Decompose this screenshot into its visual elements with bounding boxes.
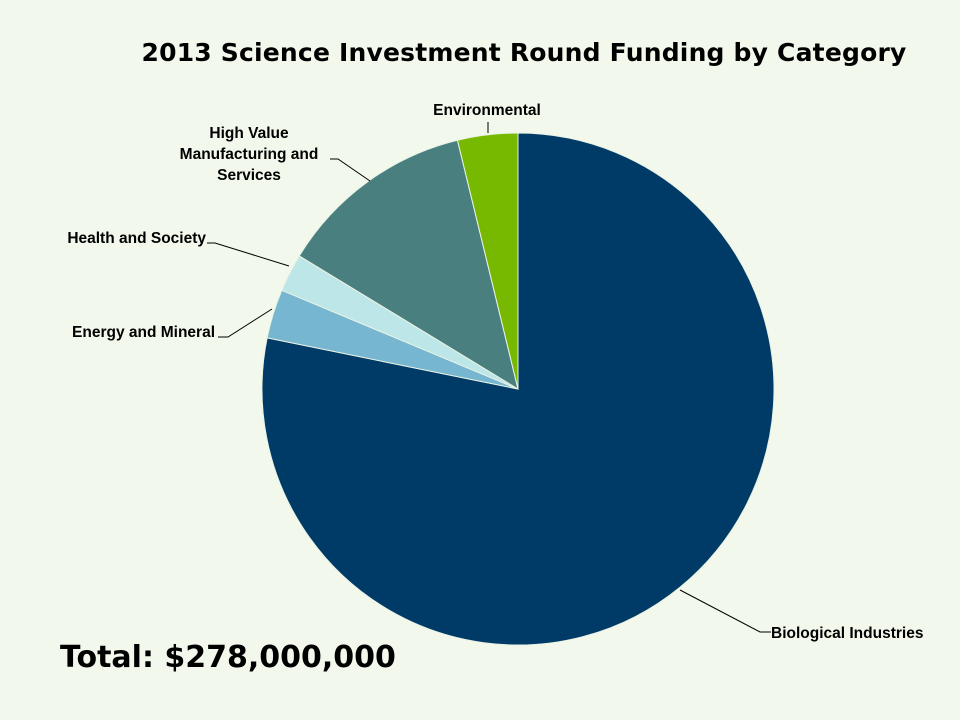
slice-label: High Value Manufacturing and Services — [180, 125, 319, 184]
slice-label: Environmental — [433, 102, 541, 119]
pie-slice-biological-industries — [261, 132, 775, 646]
chart-title: 2013 Science Investment Round Funding by… — [141, 38, 907, 67]
slice-label: Biological Industries — [771, 625, 923, 642]
slice-label: Energy and Mineral — [72, 324, 215, 341]
leader-line — [330, 158, 371, 182]
slice-label: Health and Society — [67, 230, 206, 247]
leader-line — [207, 242, 290, 267]
total-label: Total: $278,000,000 — [60, 640, 396, 675]
leader-line — [218, 308, 273, 338]
leader-line — [679, 589, 771, 633]
pie-slice-environmental — [456, 132, 519, 390]
pie-slice-high-value-manufacturing-and-services — [298, 139, 519, 391]
